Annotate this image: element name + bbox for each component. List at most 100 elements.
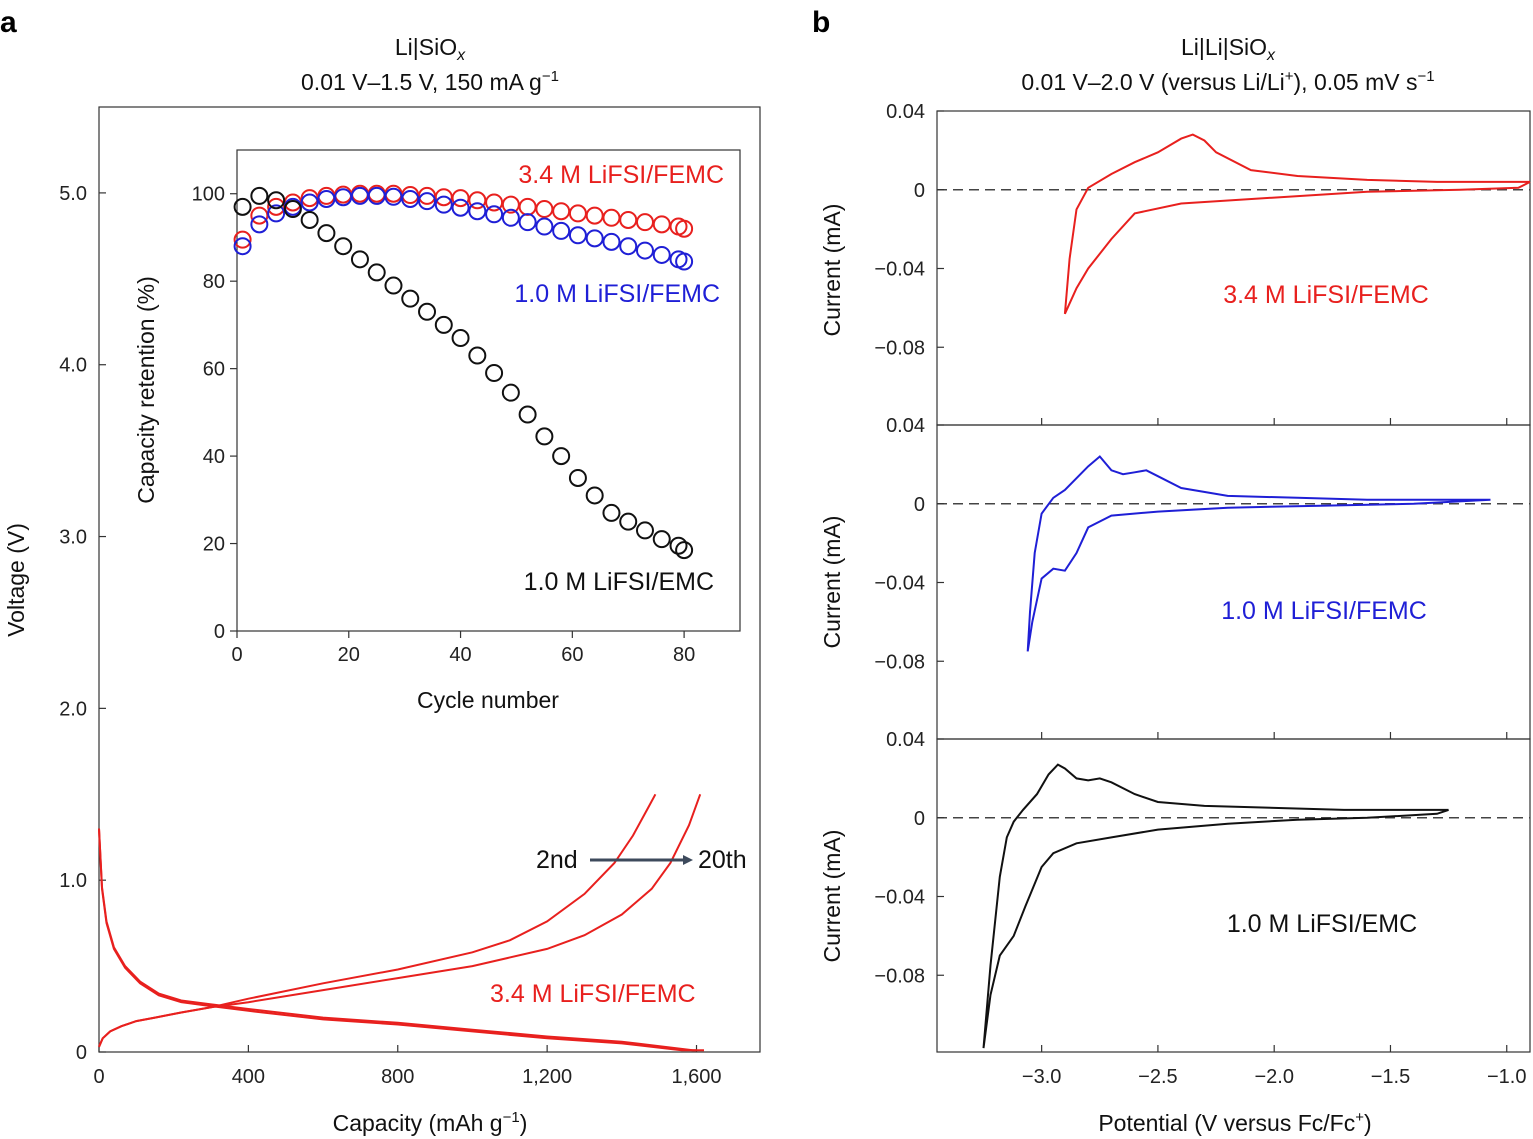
inset-marker-1 [518, 213, 537, 232]
inset-marker-0 [619, 210, 638, 229]
inset-marker-2 [300, 210, 319, 229]
cv-y-tick-label-1: −0.04 [874, 573, 925, 595]
voltage-x-tick-label: 0 [93, 1066, 104, 1088]
inset-marker-1 [619, 237, 638, 256]
cv2-y-axis-label: Current (mA) [819, 516, 845, 649]
inset-marker-2 [602, 503, 621, 522]
panel-label-a: a [0, 6, 17, 39]
inset-marker-2 [675, 541, 694, 560]
inset-marker-2 [233, 197, 252, 216]
inset-marker-0 [485, 193, 504, 212]
inset-marker-1 [535, 217, 554, 236]
voltage-plot-frame [98, 106, 761, 1053]
inset-y-tick-label: 100 [192, 184, 225, 206]
cv-x-axis-label: Potential (V versus Fc/Fc+) [1098, 1109, 1371, 1136]
inset-marker-2 [267, 191, 286, 210]
cv-y-tick-label-2: 0.04 [886, 729, 925, 751]
cv-x-tick-label: −1.0 [1487, 1066, 1526, 1088]
panel-b-title-line2: 0.01 V–2.0 V (versus Li/Li+), 0.05 mV s−… [1021, 68, 1434, 95]
inset-x-tick-label: 60 [561, 644, 583, 666]
inset-marker-2 [485, 364, 504, 383]
inset-marker-0 [585, 206, 604, 225]
voltage-curve [98, 793, 657, 1048]
inset-y-tick-label: 80 [203, 271, 225, 293]
cv-x-tick-label: −2.0 [1254, 1066, 1293, 1088]
inset-frame [236, 149, 741, 632]
cv-x-tick-label: −2.5 [1138, 1066, 1177, 1088]
cv-y-tick-label-2: −0.08 [874, 965, 925, 987]
inset-x-tick-label: 20 [338, 644, 360, 666]
inset-y-axis-label: Capacity retention (%) [133, 276, 159, 504]
inset-marker-2 [619, 512, 638, 531]
inset-marker-1 [652, 245, 671, 264]
inset-marker-2 [501, 383, 520, 402]
voltage-y-tick-label: 5.0 [59, 183, 87, 205]
cv-y-tick-label-1: −0.08 [874, 651, 925, 673]
inset-y-tick-label: 20 [203, 534, 225, 556]
inset-marker-1 [675, 252, 694, 271]
inset-marker-2 [518, 405, 537, 424]
cv-frame-2 [936, 738, 1531, 1053]
inset-marker-0 [451, 189, 470, 208]
annotation-2nd: 2nd [536, 846, 578, 874]
inset-label-1.0M-EMC: 1.0 M LiFSI/EMC [524, 568, 714, 596]
inset-marker-2 [350, 250, 369, 269]
voltage-x-tick-label: 1,600 [671, 1066, 721, 1088]
inset-marker-2 [384, 276, 403, 295]
voltage-y-axis-label: Voltage (V) [3, 523, 29, 637]
inset-marker-1 [401, 189, 420, 208]
panel-b-title-line1: Li|Li|SiOx [1181, 34, 1276, 64]
cv1-y-axis-label: Current (mA) [819, 204, 845, 337]
voltage-x-tick-label: 1,200 [522, 1066, 572, 1088]
inset-marker-0 [675, 219, 694, 238]
inset-marker-2 [652, 530, 671, 549]
inset-marker-2 [451, 329, 470, 348]
inset-marker-0 [635, 213, 654, 232]
cv-frame-1 [936, 424, 1531, 740]
capacity-retention-inset: 0 20 40 60 80 0 20 40 60 80 100 Cycle number Capac… [133, 149, 741, 713]
inset-marker-0 [568, 204, 587, 223]
inset-marker-1 [418, 192, 437, 211]
cv-label-1.0M-EMC: 1.0 M LiFSI/EMC [1227, 910, 1417, 938]
inset-marker-2 [669, 536, 688, 555]
voltage-x-tick-label: 800 [381, 1066, 414, 1088]
voltage-curve [98, 793, 702, 1048]
voltage-curve [98, 828, 697, 1052]
voltage-y-tick-label: 2.0 [59, 698, 87, 720]
inset-x-tick-label: 0 [231, 644, 242, 666]
cv-y-tick-label-0: −0.04 [874, 259, 925, 281]
voltage-y-tick-label: 0 [76, 1042, 87, 1064]
inset-marker-2 [367, 263, 386, 282]
inset-y-tick-label: 60 [203, 359, 225, 381]
inset-marker-1 [233, 237, 252, 256]
cv-frame-0 [936, 110, 1531, 426]
inset-marker-2 [552, 447, 571, 466]
inset-marker-1 [451, 198, 470, 217]
inset-marker-0 [602, 208, 621, 227]
inset-marker-0 [233, 230, 252, 249]
cv-panels: −0.08 −0.04 0 0.04 −0.08 −0.04 0 0.04 −0.08 −0.04… [819, 101, 1531, 1136]
inset-marker-1 [267, 204, 286, 223]
inset-marker-1 [635, 241, 654, 260]
cv-y-tick-label-1: 0.04 [886, 415, 925, 437]
inset-marker-2 [468, 346, 487, 365]
inset-x-tick-label: 40 [449, 644, 471, 666]
inset-marker-1 [468, 202, 487, 221]
cv-y-tick-label-0: 0.04 [886, 101, 925, 123]
inset-marker-2 [317, 224, 336, 243]
panel-label-b: b [812, 6, 830, 39]
inset-x-axis-label: Cycle number [417, 687, 559, 713]
cv-y-tick-label-2: −0.04 [874, 887, 925, 909]
inset-marker-1 [568, 226, 587, 245]
inset-marker-0 [501, 195, 520, 214]
cv-y-tick-label-0: 0 [914, 180, 925, 202]
voltage-y-tick-label: 3.0 [59, 527, 87, 549]
inset-marker-1 [434, 195, 453, 214]
cv-label-1.0M-FEMC: 1.0 M LiFSI/FEMC [1221, 597, 1427, 625]
inset-marker-2 [535, 427, 554, 446]
cv-y-tick-label-0: −0.08 [874, 337, 925, 359]
inset-marker-2 [434, 315, 453, 334]
annotation-20th: 20th [698, 846, 747, 874]
inset-marker-2 [334, 237, 353, 256]
